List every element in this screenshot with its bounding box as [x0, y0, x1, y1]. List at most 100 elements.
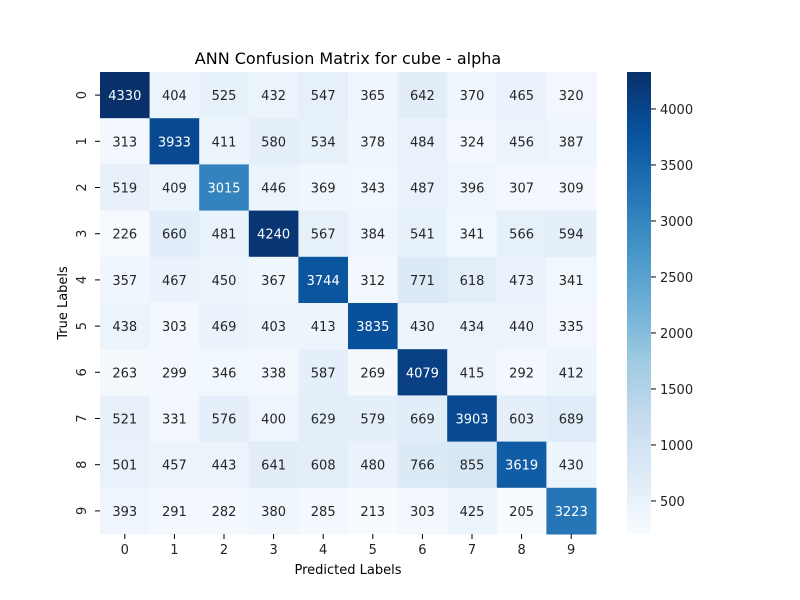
cell-value-label: 213 — [360, 505, 385, 520]
cell-value-label: 205 — [509, 505, 534, 520]
heatmap-cell — [199, 487, 250, 535]
heatmap-cell — [298, 72, 349, 119]
cell-value-label: 285 — [311, 505, 336, 520]
heatmap-cell — [199, 349, 250, 396]
cell-value-label: 457 — [162, 459, 187, 474]
cell-value-label: 456 — [509, 135, 534, 150]
x-tick-label: 7 — [468, 543, 476, 558]
cell-value-label: 432 — [261, 89, 286, 104]
y-tick-label: 0 — [75, 91, 90, 99]
cell-value-label: 303 — [410, 505, 435, 520]
heatmap-cell — [397, 118, 448, 165]
cell-value-label: 404 — [162, 89, 187, 104]
heatmap-cell — [397, 441, 448, 489]
heatmap-cell — [100, 349, 151, 396]
cell-value-label: 365 — [360, 89, 385, 104]
y-tick-label: 7 — [75, 414, 90, 422]
cell-value-label: 594 — [559, 228, 584, 243]
heatmap-cell — [348, 395, 399, 443]
heatmap-cell — [348, 118, 399, 165]
heatmap-cell — [496, 256, 547, 304]
cell-value-label: 412 — [559, 366, 584, 381]
heatmap-cell — [100, 164, 151, 212]
x-axis: 0 1 2 3 4 5 6 7 8 9 — [121, 534, 575, 558]
cell-value-label: 534 — [311, 135, 336, 150]
y-tick-label: 8 — [75, 461, 90, 469]
x-axis-title: Predicted Labels — [294, 563, 401, 578]
colorbar-tick-label: 1000 — [660, 439, 693, 454]
cell-value-label: 587 — [311, 366, 336, 381]
cell-value-label: 303 — [162, 320, 187, 335]
cell-value-label: 335 — [559, 320, 584, 335]
heatmap-cell — [248, 395, 299, 443]
heatmap-cell — [298, 256, 349, 304]
heatmap-cell — [149, 256, 200, 304]
cell-value-label: 484 — [410, 135, 435, 150]
heatmap-cell — [496, 487, 547, 535]
cell-value-label: 771 — [410, 274, 435, 289]
heatmap-cell — [248, 210, 299, 258]
x-tick-label: 9 — [567, 543, 575, 558]
heatmap-cell — [546, 349, 597, 396]
cell-value-label: 367 — [261, 274, 286, 289]
heatmap-cell — [546, 487, 597, 535]
cell-value-label: 378 — [360, 135, 385, 150]
heatmap-cell — [100, 487, 151, 535]
cell-value-label: 469 — [212, 320, 237, 335]
heatmap-cell — [348, 487, 399, 535]
cell-value-label: 4240 — [257, 228, 290, 243]
colorbar-tick-label: 500 — [660, 495, 685, 510]
heatmap-cell — [149, 72, 200, 119]
cell-value-label: 387 — [559, 135, 584, 150]
cell-value-label: 443 — [212, 459, 237, 474]
cell-value-label: 269 — [360, 366, 385, 381]
cell-value-label: 603 — [509, 413, 534, 428]
heatmap-cell — [348, 441, 399, 489]
heatmap-cell — [348, 256, 399, 304]
cell-value-label: 357 — [112, 274, 137, 289]
cell-value-label: 608 — [311, 459, 336, 474]
heatmap-cell — [298, 487, 349, 535]
heatmap-cell — [149, 395, 200, 443]
cell-value-label: 346 — [212, 366, 237, 381]
x-tick-label: 8 — [517, 543, 525, 558]
cell-value-label: 409 — [162, 182, 187, 197]
heatmap-cell — [149, 164, 200, 212]
cell-value-label: 400 — [261, 413, 286, 428]
heatmap-cell — [348, 164, 399, 212]
x-tick-label: 3 — [269, 543, 277, 558]
heatmap-cell — [447, 349, 498, 396]
cell-value-label: 282 — [212, 505, 237, 520]
heatmap-cell — [100, 303, 151, 350]
cell-value-label: 312 — [360, 274, 385, 289]
heatmap-cell — [348, 72, 399, 119]
y-tick-label: 4 — [75, 276, 90, 284]
cell-value-label: 307 — [509, 182, 534, 197]
heatmap-cell — [348, 210, 399, 258]
cell-value-label: 320 — [559, 89, 584, 104]
heatmap-cell — [546, 72, 597, 119]
heatmap-cell — [199, 210, 250, 258]
heatmap-cell — [348, 349, 399, 396]
chart-title: ANN Confusion Matrix for cube - alpha — [195, 49, 501, 68]
x-tick-label: 2 — [220, 543, 228, 558]
heatmap-cell — [397, 395, 448, 443]
cell-value-label: 566 — [509, 228, 534, 243]
heatmap-cell — [298, 164, 349, 212]
heatmap-cell — [397, 487, 448, 535]
heatmap-cell — [397, 303, 448, 350]
heatmap-cell — [447, 487, 498, 535]
cell-value-label: 4079 — [406, 366, 439, 381]
cell-value-label: 343 — [360, 182, 385, 197]
cell-value-label: 324 — [460, 135, 485, 150]
cell-value-label: 411 — [212, 135, 237, 150]
cell-value-label: 291 — [162, 505, 187, 520]
cell-value-label: 641 — [261, 459, 286, 474]
y-axis-title: True Labels — [56, 266, 71, 341]
heatmap-cell — [248, 256, 299, 304]
heatmap-cell — [447, 72, 498, 119]
cell-value-label: 480 — [360, 459, 385, 474]
cell-value-label: 580 — [261, 135, 286, 150]
cell-value-label: 446 — [261, 182, 286, 197]
cell-value-label: 331 — [162, 413, 187, 428]
